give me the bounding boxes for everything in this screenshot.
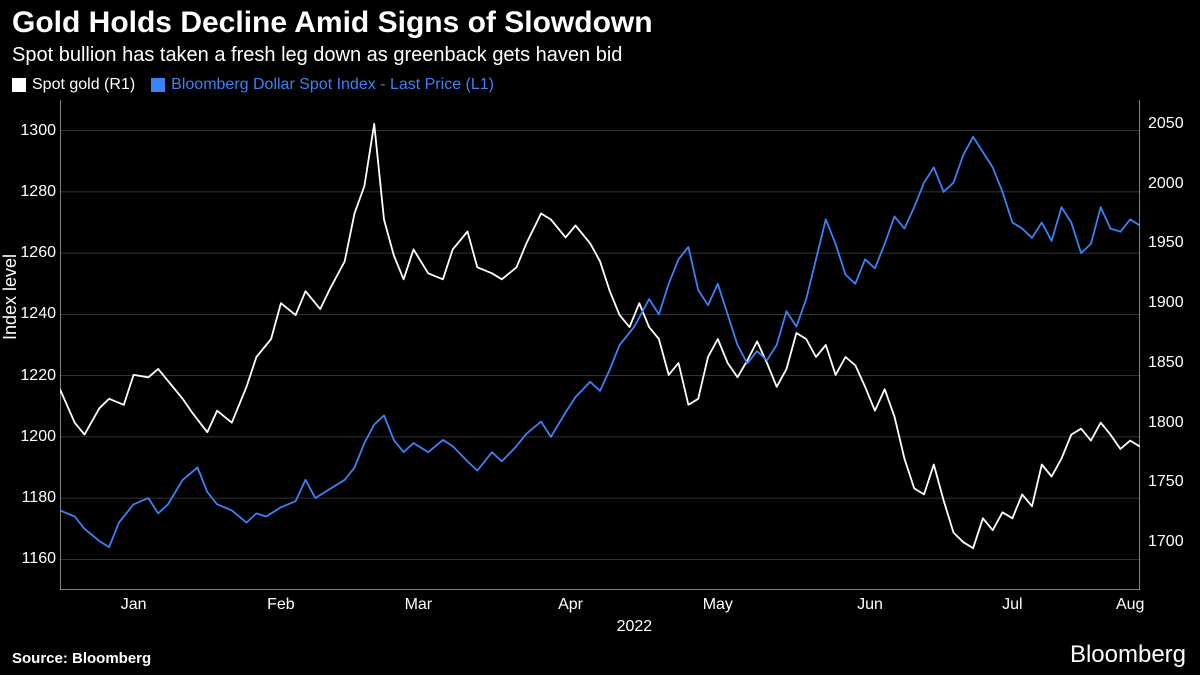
y-right-tick-label: 1850 [1148,354,1184,372]
x-tick-label: Jul [1002,596,1022,614]
legend-swatch [151,78,165,92]
chart-grid [60,100,1140,590]
x-tick-label: May [703,596,733,614]
series-line [60,137,1140,547]
y-axis-left-label: Index level [0,254,21,340]
chart-container: Gold Holds Decline Amid Signs of Slowdow… [0,0,1200,675]
legend-swatch [12,78,26,92]
x-tick-label: Jan [121,596,147,614]
x-tick-label: Apr [558,596,583,614]
y-left-tick-label: 1280 [20,183,56,201]
x-tick-label: Jun [857,596,883,614]
y-right-tick-label: 1700 [1148,533,1184,551]
y-right-tick-label: 2000 [1148,175,1184,193]
chart-title: Gold Holds Decline Amid Signs of Slowdow… [12,6,653,40]
legend-label: Bloomberg Dollar Spot Index - Last Price… [171,76,494,94]
legend-item-dollar-index: Bloomberg Dollar Spot Index - Last Price… [151,76,494,94]
x-tick-label: Mar [405,596,433,614]
chart-subtitle: Spot bullion has taken a fresh leg down … [12,44,622,67]
x-tick-label: Aug [1116,596,1144,614]
y-left-tick-label: 1160 [22,550,56,568]
brand-logo-text: Bloomberg [1070,641,1186,669]
y-left-tick-label: 1240 [20,305,56,323]
chart-source: Source: Bloomberg [12,650,151,667]
y-left-tick-label: 1260 [20,244,56,262]
y-left-tick-label: 1220 [20,367,56,385]
legend-label: Spot gold (R1) [32,76,135,94]
chart-legend: Spot gold (R1) Bloomberg Dollar Spot Ind… [12,76,494,94]
y-left-tick-label: 1180 [22,489,56,507]
y-right-tick-label: 2050 [1148,115,1184,133]
y-right-tick-label: 1900 [1148,294,1184,312]
x-tick-label: Feb [267,596,295,614]
chart-plot-area [60,100,1140,590]
legend-item-spot-gold: Spot gold (R1) [12,76,135,94]
chart-tick-marks [60,124,1140,590]
y-right-tick-label: 1800 [1148,414,1184,432]
y-left-tick-label: 1300 [20,122,56,140]
x-year-label: 2022 [617,618,653,636]
y-right-tick-label: 1750 [1148,473,1184,491]
chart-lines [60,124,1140,548]
y-left-tick-label: 1200 [20,428,56,446]
y-right-tick-label: 1950 [1148,234,1184,252]
series-line [60,124,1140,548]
